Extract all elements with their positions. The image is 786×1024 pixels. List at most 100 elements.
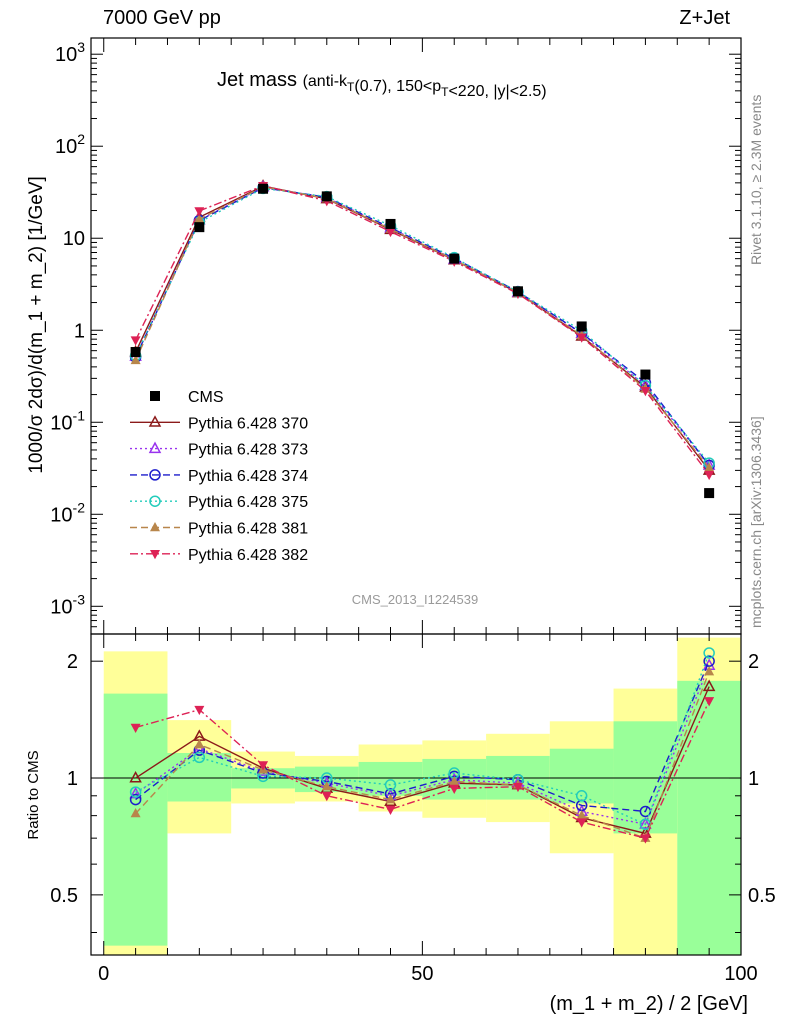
legend-label-6: Pythia 6.428 382 <box>188 547 308 564</box>
main-ytick-label: 103 <box>55 39 85 66</box>
legend-label-5: Pythia 6.428 381 <box>188 521 308 538</box>
process-label: Z+Jet <box>679 7 730 29</box>
main-title: Jet mass (anti-kT(0.7), 150<pT<220, |y|<… <box>217 69 547 100</box>
main-point-4-0 <box>130 354 141 365</box>
ratio-line-5 <box>135 700 710 839</box>
legend-marker-6 <box>150 550 160 560</box>
cms-point-2 <box>258 183 269 194</box>
main-frame <box>90 37 742 635</box>
rivet-version-label: Rivet 3.1.10, ≥ 2.3M events <box>748 95 764 265</box>
main-ytick-label: 10-2 <box>50 499 85 526</box>
ratio-point-3-9 <box>703 647 715 659</box>
green-band-0 <box>103 693 168 946</box>
ratio-line-2 <box>135 660 710 813</box>
main-line-5 <box>134 185 710 476</box>
ratio-point-4-0 <box>130 808 141 818</box>
mcplots-source-label: mcplots.cern.ch [arXiv:1306.3436] <box>748 416 764 628</box>
legend-label-1: Pythia 6.428 370 <box>188 415 308 432</box>
title-sub: (anti-kT(0.7), 150<pT<220, |y|<2.5) <box>303 73 547 100</box>
green-band-8 <box>613 721 678 834</box>
x-tick-label: 100 <box>724 963 757 985</box>
cms-point-9 <box>704 488 715 499</box>
main-ytick-label: 102 <box>55 131 85 158</box>
ratio-ytick-label: 2 <box>67 651 78 673</box>
main-point-5-0 <box>130 336 141 346</box>
x-tick-label: 0 <box>98 963 109 985</box>
ratio-point-0-0 <box>129 770 142 783</box>
legend: CMS Pythia 6.428 370 Pythia 6.428 373 Pythi… <box>130 389 308 564</box>
ratio-point-4-9 <box>704 666 715 676</box>
ratio-point-3-7 <box>575 790 588 802</box>
green-band-7 <box>549 748 614 804</box>
legend-marker-3 <box>149 469 161 481</box>
ratio-point-3-1 <box>193 751 206 764</box>
ratio-point-5-0 <box>130 723 141 733</box>
cms-point-0 <box>130 347 141 358</box>
ratio-point-0-9 <box>702 679 716 692</box>
ratio-point-4-3 <box>321 781 332 791</box>
cms-point-8 <box>640 369 651 380</box>
series-layer <box>129 179 716 844</box>
legend-label-0: CMS <box>188 389 224 406</box>
frames-and-ticks <box>90 37 742 956</box>
main-point-5-9 <box>704 470 715 481</box>
main-ytick-label: 10 <box>63 228 85 250</box>
legend-marker-2 <box>148 441 162 454</box>
main-line-4 <box>134 185 710 469</box>
ratio-point-4-1 <box>194 739 205 749</box>
ratio-point-5-2 <box>258 761 269 771</box>
ratio-point-3-0 <box>129 786 142 798</box>
ratio-point-5-1 <box>194 705 205 716</box>
ratio-frame <box>90 633 742 956</box>
main-point-4-1 <box>194 213 205 223</box>
legend-marker-0 <box>150 391 160 401</box>
analysis-watermark: CMS_2013_I1224539 <box>352 592 479 607</box>
ratio-point-4-4 <box>385 794 396 804</box>
x-tick-label: 50 <box>411 963 433 985</box>
ratio-point-4-7 <box>576 810 587 820</box>
cms-point-3 <box>321 191 332 202</box>
title-main: Jet mass <box>217 69 303 91</box>
cms-point-1 <box>194 222 205 233</box>
tick-labels: 10-3 10-2 10-1 1 10 102 103 0.5 0.5 1 1 2 2 0 50 100 <box>50 39 776 985</box>
energy-label: 7000 GeV pp <box>103 7 221 29</box>
ratio-ytick-label-right: 0.5 <box>748 885 776 907</box>
ratio-line-1 <box>135 665 710 826</box>
legend-marker-5 <box>150 522 160 532</box>
ratio-uncertainty-bands <box>103 637 741 955</box>
ratio-ytick-label: 1 <box>67 768 78 790</box>
ratio-point-4-5 <box>449 775 460 786</box>
ratio-point-1-8 <box>639 817 652 829</box>
ratio-point-5-4 <box>385 805 396 815</box>
cms-point-5 <box>449 253 460 264</box>
cms-point-4 <box>385 218 396 229</box>
ratio-ytick-label-right: 1 <box>748 768 759 790</box>
cms-point-6 <box>512 286 523 297</box>
main-point-5-7 <box>576 333 587 343</box>
ratio-point-5-9 <box>704 697 715 707</box>
main-y-axis-title: 1000/σ 2dσ)/d(m_1 + m_2) [1/GeV] <box>26 176 47 474</box>
ratio-point-5-6 <box>512 782 523 793</box>
main-ytick-label: 10-1 <box>50 407 85 434</box>
ratio-line-3 <box>135 652 710 826</box>
legend-label-4: Pythia 6.428 375 <box>188 494 308 511</box>
legend-marker-4 <box>149 495 161 507</box>
main-point-5-8 <box>640 387 651 397</box>
main-point-5-4 <box>385 227 396 238</box>
green-band-9 <box>677 680 741 955</box>
ratio-ytick-label-right: 2 <box>748 651 759 673</box>
ratio-point-5-8 <box>640 834 651 844</box>
ratio-point-5-5 <box>449 784 460 794</box>
ratio-point-5-7 <box>576 818 587 828</box>
ratio-ytick-label: 0.5 <box>50 885 78 907</box>
ratio-point-3-4 <box>384 779 397 791</box>
ratio-line-4 <box>135 671 710 840</box>
cms-data <box>130 183 715 499</box>
legend-label-2: Pythia 6.428 373 <box>188 442 308 459</box>
main-ytick-label: 10-3 <box>50 591 85 618</box>
main-ytick-label: 1 <box>74 320 85 342</box>
main-point-5-1 <box>194 207 205 217</box>
main-line-2 <box>134 186 710 466</box>
green-band-1 <box>167 753 232 802</box>
